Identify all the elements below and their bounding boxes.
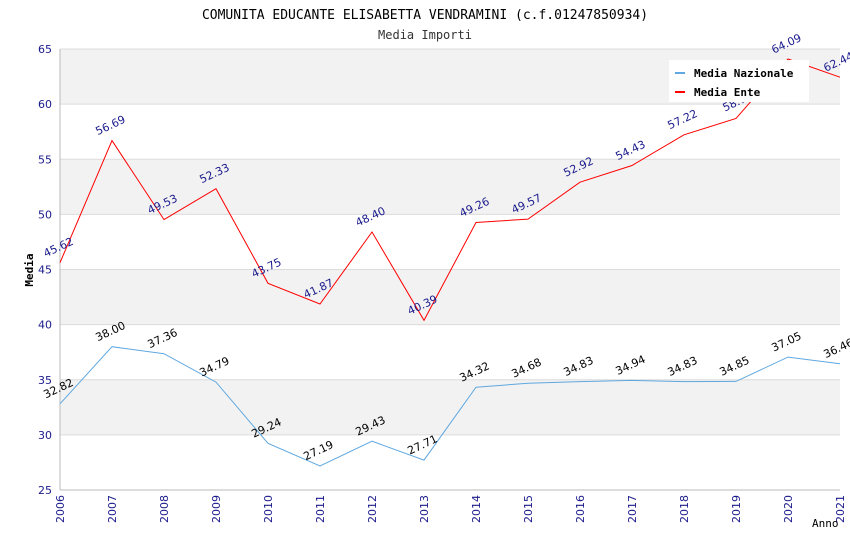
data-label: 36.46 xyxy=(821,336,850,361)
data-label: 34.83 xyxy=(561,354,595,379)
y-tick-label: 45 xyxy=(38,264,52,277)
y-tick-label: 25 xyxy=(38,484,52,497)
y-tick-label: 35 xyxy=(38,374,52,387)
data-label: 27.71 xyxy=(405,432,439,457)
data-label: 34.85 xyxy=(717,354,751,379)
x-tick-label: 2019 xyxy=(730,495,743,523)
x-tick-label: 2010 xyxy=(262,495,275,523)
x-tick-label: 2013 xyxy=(418,495,431,523)
data-label: 34.83 xyxy=(665,354,699,379)
y-tick-label: 50 xyxy=(38,208,52,221)
x-tick-label: 2012 xyxy=(366,495,379,523)
series-line xyxy=(59,346,841,467)
chart-subtitle: Media Importi xyxy=(378,28,472,42)
x-tick-label: 2015 xyxy=(522,495,535,523)
y-axis-label: Media xyxy=(23,253,36,286)
data-label: 37.36 xyxy=(145,326,179,351)
y-tick-label: 30 xyxy=(38,429,52,442)
data-label: 34.68 xyxy=(509,356,543,381)
y-tick-label: 65 xyxy=(38,43,52,56)
legend-box xyxy=(669,60,809,102)
legend-label: Media Nazionale xyxy=(694,67,794,80)
series-line xyxy=(59,58,841,322)
y-tick-label: 60 xyxy=(38,98,52,111)
grid-band xyxy=(60,159,840,215)
x-tick-label: 2014 xyxy=(470,495,483,523)
series-lines xyxy=(59,58,841,467)
x-tick-label: 2008 xyxy=(158,495,171,523)
grid-band xyxy=(60,269,840,325)
grid-band xyxy=(60,379,840,435)
x-tick-label: 2020 xyxy=(782,495,795,523)
data-label: 45.62 xyxy=(41,235,75,260)
data-label: 56.69 xyxy=(93,113,127,138)
y-tick-labels: 25 30 35 40 45 50 55 60 65 xyxy=(38,43,52,497)
x-tick-label: 2011 xyxy=(314,495,327,523)
x-tick-label: 2006 xyxy=(54,495,67,523)
x-tick-labels: 2006 2007 2008 2009 2010 2011 2012 2013 2014 2015… xyxy=(54,495,847,523)
data-label: 27.19 xyxy=(301,438,335,463)
data-label: 37.05 xyxy=(769,329,803,354)
y-tick-label: 55 xyxy=(38,153,52,166)
data-label: 57.22 xyxy=(665,107,699,132)
legend: Media Nazionale Media Ente xyxy=(669,60,809,102)
x-tick-label: 2016 xyxy=(574,495,587,523)
data-label: 34.79 xyxy=(197,354,231,379)
x-axis-label: Anno xyxy=(812,517,839,530)
axes xyxy=(59,49,840,491)
x-tick-label: 2018 xyxy=(678,495,691,523)
chart-title: COMUNITA EDUCANTE ELISABETTA VENDRAMINI … xyxy=(202,8,648,23)
x-tick-label: 2009 xyxy=(210,495,223,523)
y-tick-label: 40 xyxy=(38,319,52,332)
x-tick-label: 2017 xyxy=(626,495,639,523)
x-tick-label: 2007 xyxy=(106,495,119,523)
data-label: 34.94 xyxy=(613,353,647,378)
legend-label: Media Ente xyxy=(694,86,761,99)
x-tick-label: 2021 xyxy=(834,495,847,523)
